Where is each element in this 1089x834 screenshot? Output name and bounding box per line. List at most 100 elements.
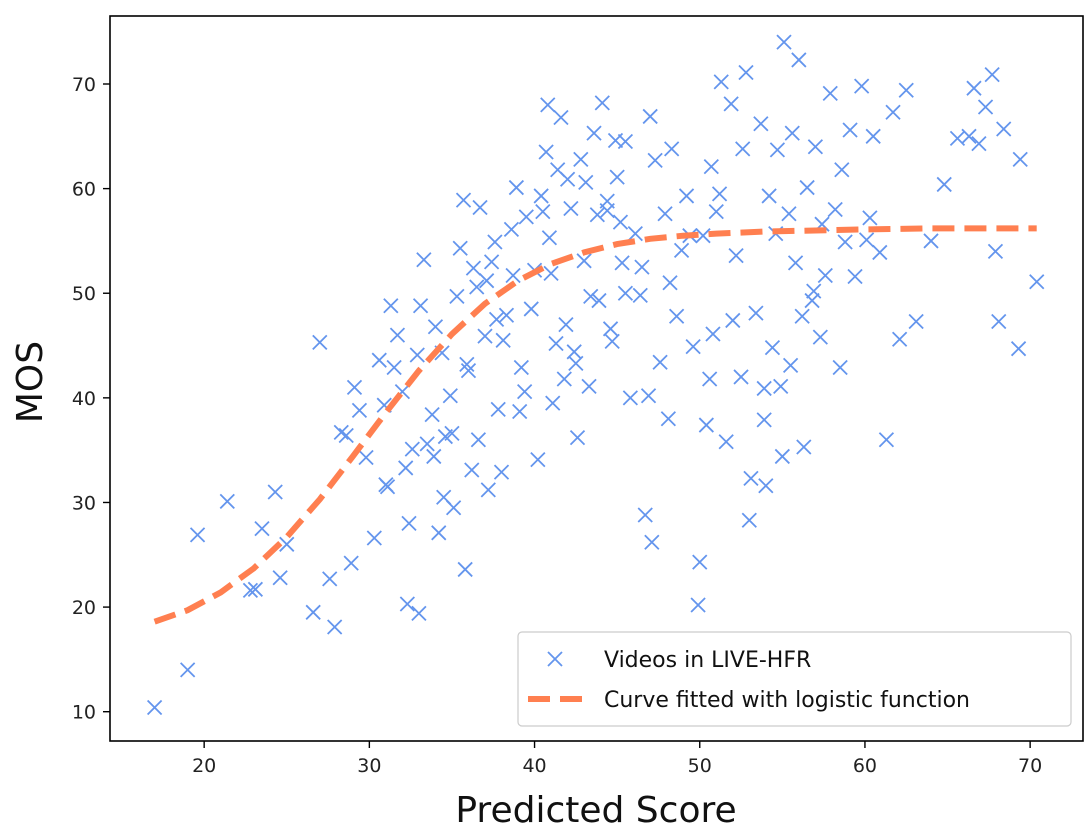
scatter-point [776,34,792,50]
legend-box [517,631,1072,727]
x-tick-label: 50 [688,755,712,777]
scatter-point [961,128,977,144]
scatter-point [599,193,615,209]
scatter-point [984,66,1000,83]
scatter-point [581,378,597,394]
scatter-point [728,247,744,264]
scatter-point [498,307,515,323]
scatter-point [723,96,739,112]
scatter-point [834,162,850,178]
legend: Videos in LIVE-HFR Curve fitted with logi… [517,631,1072,727]
scatter-point [558,316,574,333]
scatter-point [419,436,435,452]
scatter-point [644,534,660,550]
scatter-point [782,357,799,374]
scatter-point [769,142,786,158]
scatter-point [898,82,914,98]
scatter-point [692,554,708,570]
legend-label-scatter: Videos in LIVE-HFR [604,648,811,673]
scatter-point [640,388,657,404]
y-tick-label: 10 [72,702,96,724]
scatter-point [548,335,564,352]
scatter-point [586,125,602,141]
scatter-point [756,412,772,428]
scatter-point [589,207,605,223]
y-tick-label: 50 [72,283,96,305]
scatter-point [685,338,701,355]
scatter-point [756,380,772,397]
scatter-point [996,121,1012,137]
y-tick-label: 30 [72,492,96,514]
scatter-point [338,427,354,444]
scatter-point [758,478,774,494]
scatter-point [371,352,387,368]
scatter-point [442,388,458,404]
scatter-point [533,188,549,204]
scatter-point [457,561,473,578]
scatter-point [735,141,751,157]
scatter-point [872,244,888,261]
scatter-point [469,279,485,295]
scatter-point [794,308,810,324]
scatter-point [404,441,420,457]
scatter-point [662,275,678,291]
scatter-point [505,267,521,284]
scatter-point [343,555,359,571]
scatter-point [254,520,270,537]
scatter-point [612,214,629,230]
legend-marker-scatter [547,651,563,667]
scatter-point [409,347,425,363]
scatter-point [977,99,994,115]
scatter-point [738,64,754,81]
scatter-point [781,206,797,222]
x-tick-label: 40 [522,755,546,777]
scatter-point [632,287,648,303]
scatter-point [538,144,554,160]
scatter-point [493,464,510,480]
scatter-point [455,192,472,208]
scatter-point [878,432,895,448]
scatter-point [386,359,402,376]
scatter-point [796,439,812,455]
x-tick-label: 70 [1018,755,1042,777]
scatter-point [556,371,572,387]
y-axis: 10 20 30 40 50 60 70 [72,74,110,724]
scatter-point [543,265,559,281]
scatter-point [634,259,650,275]
scatter-point [503,221,520,238]
scatter-point [784,125,800,141]
scatter-point [495,332,511,348]
scatter-point [279,536,295,552]
scatter-point [854,78,870,94]
scatter-point [837,234,853,250]
scatter-point [545,395,561,411]
scatter-point [427,319,444,335]
scatter-point [512,403,528,420]
scatter-point [614,255,630,271]
scatter-point [673,242,690,258]
scatter-point [817,267,833,284]
scatter-point [885,104,901,120]
scatter-point [351,402,368,419]
scatter-point [908,313,924,330]
scatter-point [791,52,807,68]
scatter-point [389,327,406,343]
scatter-point [1012,151,1028,167]
scatter-point [327,619,343,635]
y-tick-label: 20 [72,597,96,619]
scatter-point [664,141,680,157]
scatter-point [743,470,759,487]
scatter-point [764,340,781,356]
scatter-point [774,448,790,465]
scatter-point [806,283,822,299]
scatter-point [346,379,363,396]
scatter-point [604,333,620,349]
scatter-point [842,122,858,138]
y-tick-label: 40 [72,388,96,410]
scatter-point [847,268,863,285]
scatter-point [477,328,493,344]
scatter-point [832,359,848,376]
scatter-point [713,74,729,90]
scatter-point [591,292,607,309]
scatter-point [702,371,718,387]
